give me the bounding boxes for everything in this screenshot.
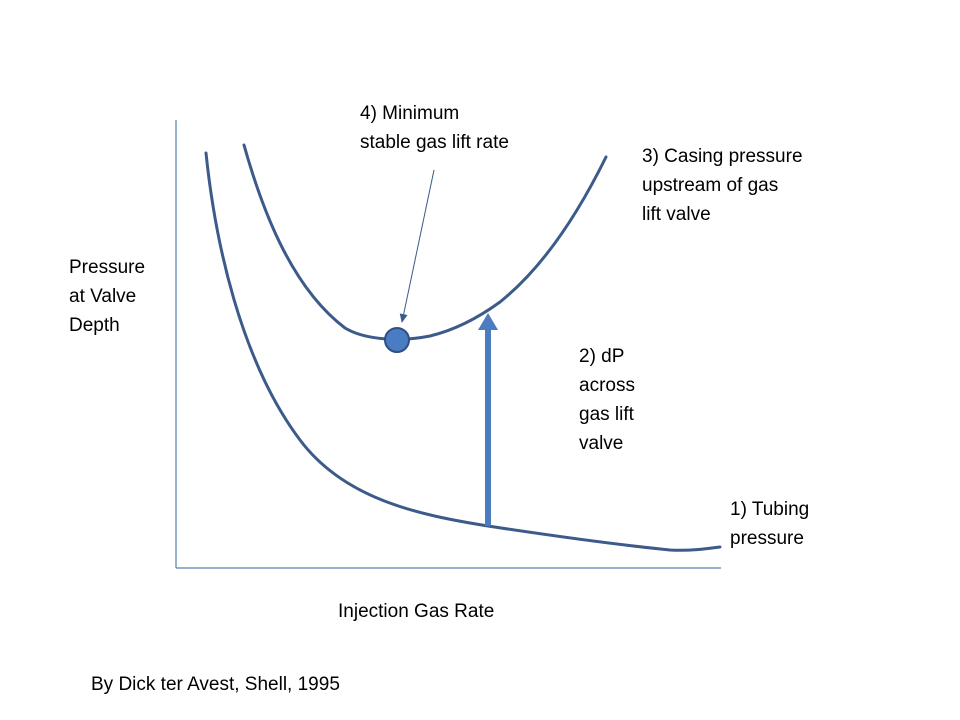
casing-curve-label-line: upstream of gas xyxy=(642,175,779,196)
tubing-curve-label-line: pressure xyxy=(730,528,804,549)
dp-label-line: 2) dP xyxy=(579,346,625,367)
minimum-point-label-line: 4) Minimum xyxy=(360,103,460,124)
minimum-point-label: 4) Minimum stable gas lift rate xyxy=(360,99,509,157)
y-axis-label: Pressure at Valve Depth xyxy=(69,253,145,340)
minimum-stable-point xyxy=(384,327,410,353)
y-axis-label-line: Pressure xyxy=(69,257,146,278)
dp-label: 2) dP across gas lift valve xyxy=(579,342,635,458)
casing-curve-label-line: 3) Casing pressure xyxy=(642,146,803,167)
minimum-point-label-line: stable gas lift rate xyxy=(360,132,509,153)
tubing-curve-label: 1) Tubing pressure xyxy=(730,495,809,553)
y-axis-label-line: at Valve xyxy=(69,286,137,307)
casing-curve-label-line: lift valve xyxy=(642,204,711,225)
dp-label-line: across xyxy=(579,375,635,396)
dp-label-line: valve xyxy=(579,433,624,454)
casing-pressure-curve xyxy=(242,143,608,341)
casing-curve-label: 3) Casing pressure upstream of gas lift … xyxy=(642,142,803,229)
tubing-curve-label-line: 1) Tubing xyxy=(730,499,810,520)
dp-arrow-head xyxy=(478,313,498,330)
minimum-pointer-line xyxy=(399,169,435,323)
credit-text: By Dick ter Avest, Shell, 1995 xyxy=(91,674,340,695)
x-axis-label: Injection Gas Rate xyxy=(338,601,495,622)
y-axis-label-line: Depth xyxy=(69,315,120,336)
tubing-pressure-curve xyxy=(204,151,722,552)
dp-label-line: gas lift xyxy=(579,404,634,425)
